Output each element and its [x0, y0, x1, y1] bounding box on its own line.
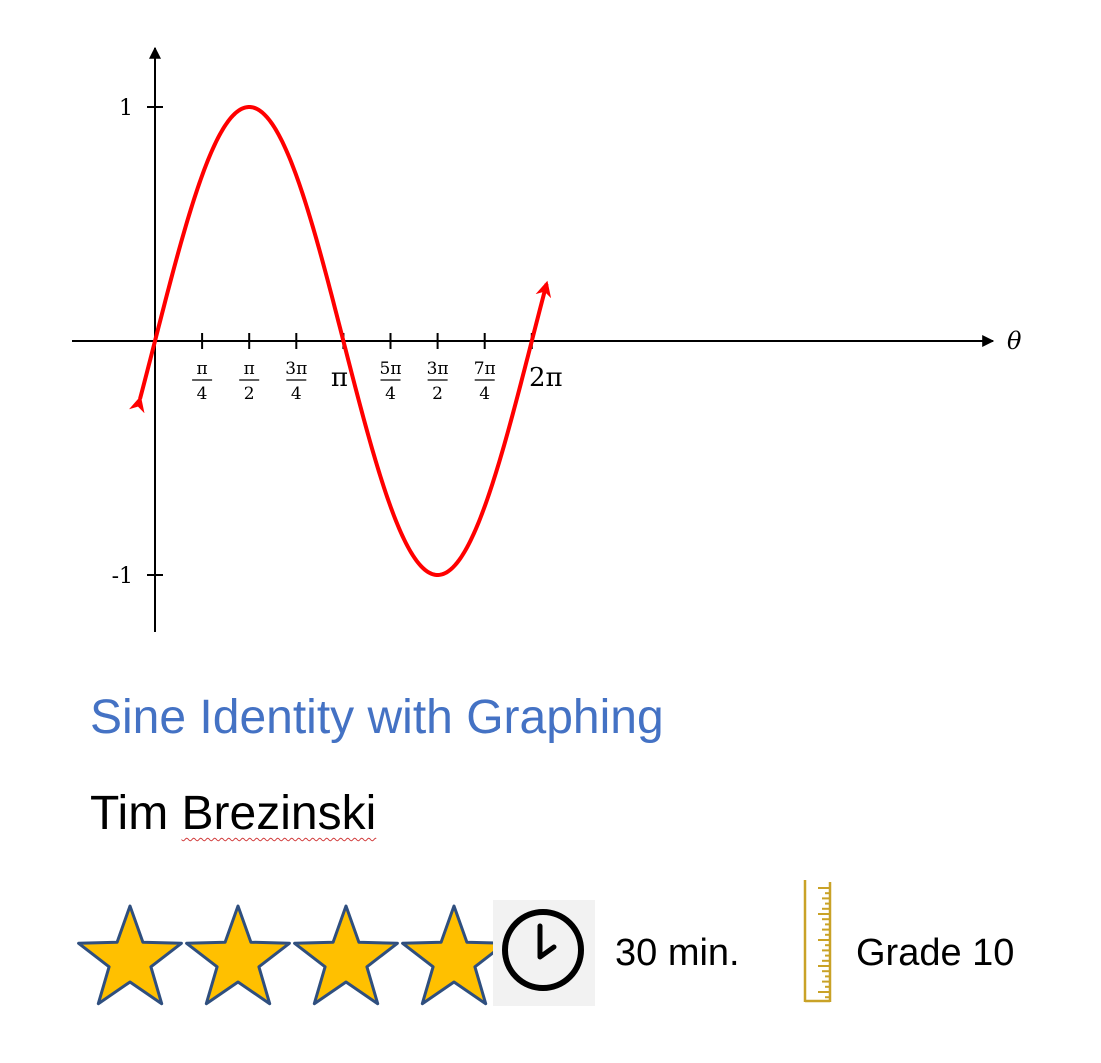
y-tick-label: -1 — [112, 564, 133, 589]
x-tick-label: 7π4 — [474, 359, 496, 404]
x-tick-label: 5π4 — [380, 359, 402, 404]
x-tick-label: 3π4 — [285, 359, 307, 404]
svg-text:5π: 5π — [380, 359, 402, 379]
svg-text:3π: 3π — [427, 359, 449, 379]
svg-text:π: π — [197, 359, 208, 379]
svg-text:4: 4 — [291, 384, 302, 404]
x-tick-label: π — [331, 363, 348, 393]
star-icon — [77, 904, 183, 1006]
author-first-name: Tim — [90, 787, 169, 840]
author-last-name: Brezinski — [181, 787, 377, 840]
svg-text:2: 2 — [244, 384, 255, 404]
x-tick-label: π2 — [239, 359, 260, 404]
author-name: Tim Brezinski — [90, 786, 376, 841]
svg-text:3π: 3π — [285, 359, 307, 379]
lesson-meta: 30 min. Grade 10 — [0, 880, 1101, 1020]
duration-text: 30 min. — [615, 932, 740, 974]
ruler-icon — [803, 880, 832, 1003]
svg-text:2: 2 — [432, 384, 443, 404]
grade-text: Grade 10 — [856, 932, 1015, 974]
x-axis-label: θ — [1007, 327, 1022, 355]
svg-text:4: 4 — [197, 384, 208, 404]
clock-icon — [502, 909, 584, 991]
star-icon — [185, 904, 291, 1006]
x-tick-label: 2π — [529, 363, 563, 393]
svg-text:7π: 7π — [474, 359, 496, 379]
lesson-title: Sine Identity with Graphing — [90, 691, 664, 744]
x-tick-label: 3π2 — [427, 359, 449, 404]
rating-stars — [77, 904, 496, 1006]
svg-text:π: π — [244, 359, 255, 379]
star-icon — [293, 904, 399, 1006]
y-tick-label: 1 — [119, 96, 133, 121]
star-icon — [401, 904, 496, 1006]
duration-icon-box — [493, 900, 595, 1006]
sine-curve — [129, 105, 552, 577]
svg-text:4: 4 — [479, 384, 490, 404]
svg-text:4: 4 — [385, 384, 396, 404]
x-tick-label: π4 — [192, 359, 213, 404]
